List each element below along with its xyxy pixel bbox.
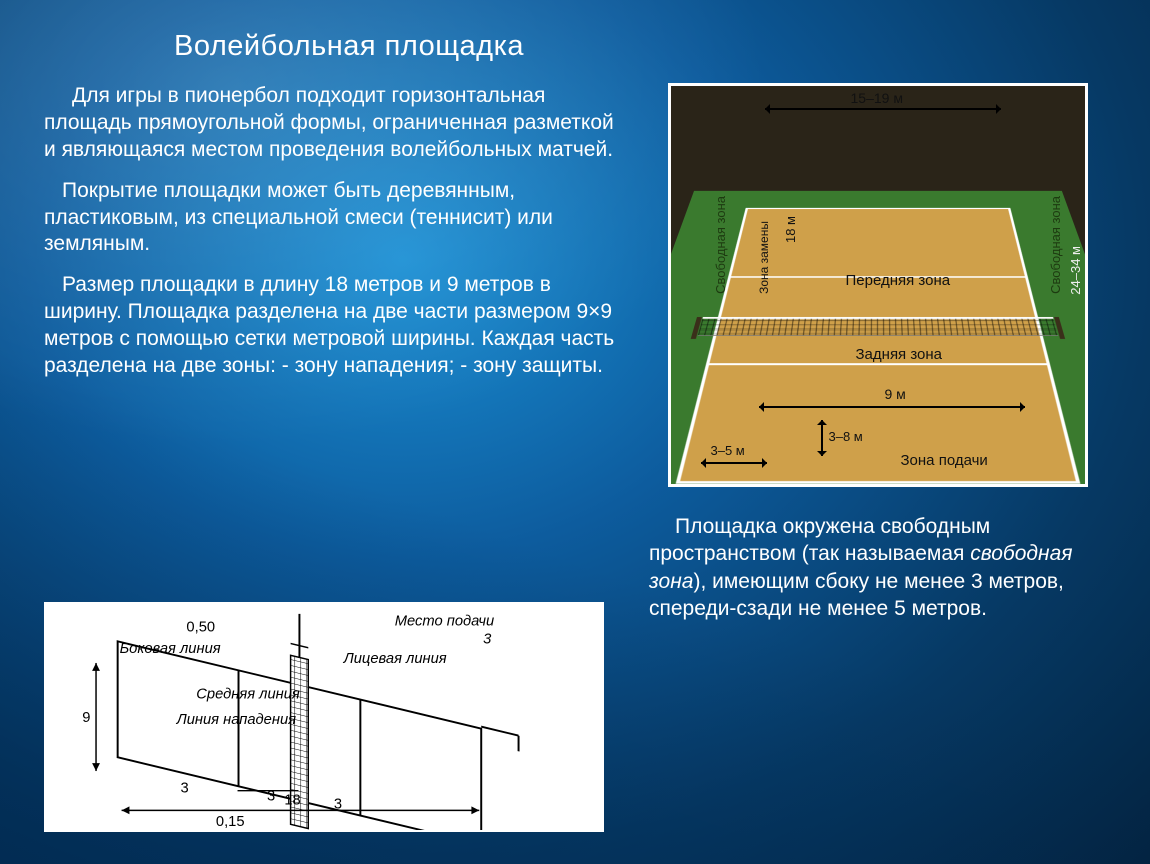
paragraph-3: Размер площадки в длину 18 метров и 9 ме… (44, 272, 629, 380)
dim-line-th: 0,15 (216, 814, 245, 830)
dim-outer-length: 24–34 м (1068, 246, 1083, 295)
paragraph-2: Покрытие площадки может быть деревянным,… (44, 178, 629, 259)
court-3d-diagram: 15–19 м Свободная зона Свободна (668, 83, 1088, 487)
dim-court-length: 18 м (783, 216, 798, 243)
right-column: 15–19 м Свободная зона Свободна (649, 83, 1106, 622)
right-caption: Площадка окружена свободным пространство… (649, 513, 1106, 622)
label-back-zone: Задняя зона (856, 346, 943, 363)
net (697, 317, 1058, 336)
label-side-line: Боковая линия (120, 641, 221, 657)
paragraph-1: Для игры в пионербол подходит горизонтал… (44, 83, 629, 164)
dim-attack1: 3 (181, 781, 189, 797)
page-title: Волейбольная площадка (174, 30, 1106, 63)
caption-pre: Площадка окружена свободным пространство… (649, 515, 990, 565)
dim-net-over: 0,50 (186, 620, 215, 636)
label-end-line: Лицевая линия (343, 651, 447, 667)
court-schematic: 18 9 3 3 3 0,50 3 0,15 Место п (44, 602, 604, 832)
dim-side-margin: 3–5 м (711, 443, 745, 458)
left-column: Для игры в пионербол подходит горизонтал… (44, 83, 629, 622)
label-freezone-left: Свободная зона (713, 196, 728, 294)
dim-end-margin: 3–8 м (829, 429, 863, 444)
dim-court-width: 9 м (885, 386, 906, 402)
caption-post: ), имеющим сбоку не менее 3 метров, спер… (649, 570, 1064, 620)
label-attack-line: Линия нападения (176, 712, 297, 728)
label-serve-zone: Зона подачи (901, 452, 988, 469)
label-serve-spot: Место подачи (395, 614, 494, 630)
label-subzone: Зона замены (757, 221, 771, 294)
label-center-line: Средняя линия (196, 686, 300, 702)
dim-length: 18 (284, 792, 300, 808)
content-row: Для игры в пионербол подходит горизонтал… (44, 83, 1106, 622)
dim-attack3: 3 (334, 796, 342, 812)
label-freezone-right: Свободная зона (1048, 196, 1063, 294)
dim-top-width: 15–19 м (851, 90, 903, 106)
label-front-zone: Передняя зона (846, 272, 951, 289)
dim-attack2: 3 (267, 789, 275, 805)
dim-serve-w: 3 (483, 631, 492, 647)
dim-halfwidth: 9 (82, 710, 90, 726)
